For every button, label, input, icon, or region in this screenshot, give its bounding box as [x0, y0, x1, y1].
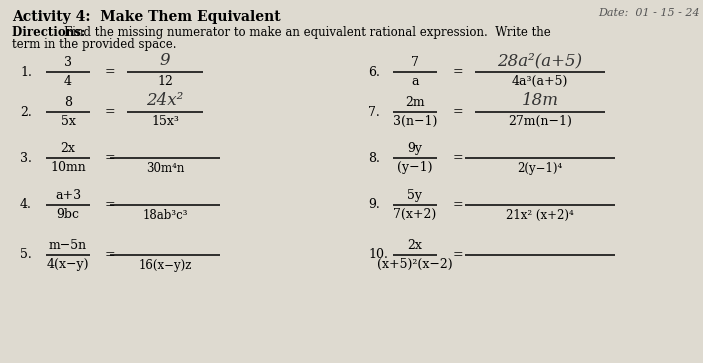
Text: 2.: 2.: [20, 106, 32, 118]
Text: 12: 12: [157, 75, 173, 88]
Text: =: =: [105, 199, 115, 212]
Text: 10.: 10.: [368, 249, 388, 261]
Text: 2x: 2x: [408, 239, 423, 252]
Text: term in the provided space.: term in the provided space.: [12, 38, 176, 51]
Text: 10mn: 10mn: [50, 161, 86, 174]
Text: 4: 4: [64, 75, 72, 88]
Text: a+3: a+3: [55, 189, 81, 202]
Text: (x+5)²(x−2): (x+5)²(x−2): [378, 258, 453, 271]
Text: 3.: 3.: [20, 151, 32, 164]
Text: 2(y−1)⁴: 2(y−1)⁴: [517, 162, 562, 175]
Text: 5.: 5.: [20, 249, 32, 261]
Text: 5y: 5y: [408, 189, 423, 202]
Text: =: =: [105, 249, 115, 261]
Text: (y−1): (y−1): [397, 161, 433, 174]
Text: 5x: 5x: [60, 115, 75, 128]
Text: Directions:: Directions:: [12, 26, 89, 39]
Text: 2m: 2m: [405, 96, 425, 109]
Text: Activity 4:  Make Them Equivalent: Activity 4: Make Them Equivalent: [12, 10, 280, 24]
Text: =: =: [453, 151, 463, 164]
Text: m−5n: m−5n: [49, 239, 87, 252]
Text: 4.: 4.: [20, 199, 32, 212]
Text: 16(x−y)z: 16(x−y)z: [138, 259, 192, 272]
Text: 30m⁴n: 30m⁴n: [146, 162, 184, 175]
Text: 18ab³c³: 18ab³c³: [142, 209, 188, 222]
Text: Find the missing numerator to make an equivalent rational expression.  Write the: Find the missing numerator to make an eq…: [64, 26, 550, 39]
Text: 7(x+2): 7(x+2): [394, 208, 437, 221]
Text: 9: 9: [160, 52, 170, 69]
Text: 9.: 9.: [368, 199, 380, 212]
Text: 24x²: 24x²: [146, 92, 183, 109]
Text: 3: 3: [64, 56, 72, 69]
Text: 21x² (x+2)⁴: 21x² (x+2)⁴: [506, 209, 574, 222]
Text: 28a²(a+5): 28a²(a+5): [498, 52, 583, 69]
Text: 4(x−y): 4(x−y): [47, 258, 89, 271]
Text: 7: 7: [411, 56, 419, 69]
Text: 18m: 18m: [522, 92, 558, 109]
Text: 3(n−1): 3(n−1): [393, 115, 437, 128]
Text: Date:  01 - 15 - 24: Date: 01 - 15 - 24: [598, 8, 700, 18]
Text: 1.: 1.: [20, 65, 32, 78]
Text: =: =: [453, 106, 463, 118]
Text: =: =: [453, 65, 463, 78]
Text: 6.: 6.: [368, 65, 380, 78]
Text: =: =: [105, 151, 115, 164]
Text: 8: 8: [64, 96, 72, 109]
Text: 27m(n−1): 27m(n−1): [508, 115, 572, 128]
Text: 9y: 9y: [408, 142, 423, 155]
Text: =: =: [105, 106, 115, 118]
Text: 7.: 7.: [368, 106, 380, 118]
Text: a: a: [411, 75, 419, 88]
Text: 2x: 2x: [60, 142, 75, 155]
Text: =: =: [105, 65, 115, 78]
Text: 4a³(a+5): 4a³(a+5): [512, 75, 568, 88]
Text: 9bc: 9bc: [56, 208, 79, 221]
Text: 15x³: 15x³: [151, 115, 179, 128]
Text: 8.: 8.: [368, 151, 380, 164]
Text: =: =: [453, 199, 463, 212]
Text: =: =: [453, 249, 463, 261]
